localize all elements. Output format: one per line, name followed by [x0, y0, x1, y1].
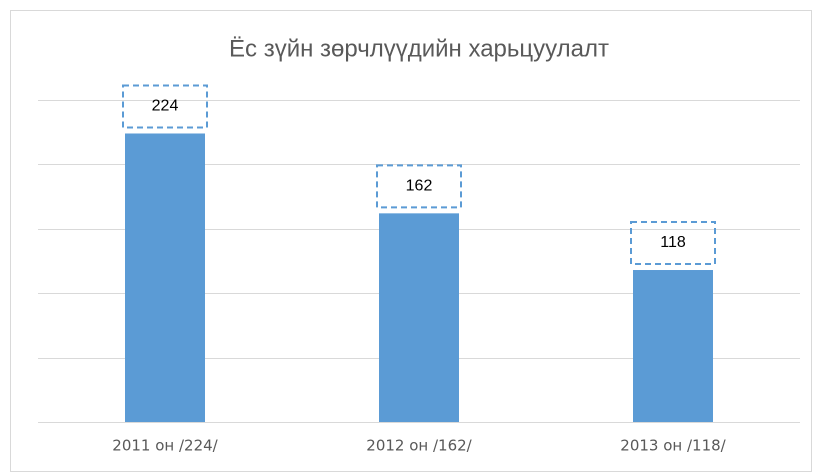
data-label-box — [630, 221, 716, 266]
x-tick-label: 2011 он /224/ — [112, 437, 218, 455]
data-label-box — [122, 84, 208, 129]
bar — [633, 270, 713, 422]
data-label: 162 — [406, 178, 433, 195]
data-label-box — [376, 164, 462, 209]
data-label: 224 — [152, 98, 179, 115]
data-label: 118 — [660, 234, 686, 251]
chart-title: Ёс зүйн зөрчлүүдийн харьцуулалт — [229, 35, 609, 62]
x-tick-label: 2012 он /162/ — [366, 437, 472, 455]
bar — [379, 213, 459, 422]
x-tick-label: 2013 он /118/ — [620, 437, 726, 455]
bar — [125, 133, 205, 422]
